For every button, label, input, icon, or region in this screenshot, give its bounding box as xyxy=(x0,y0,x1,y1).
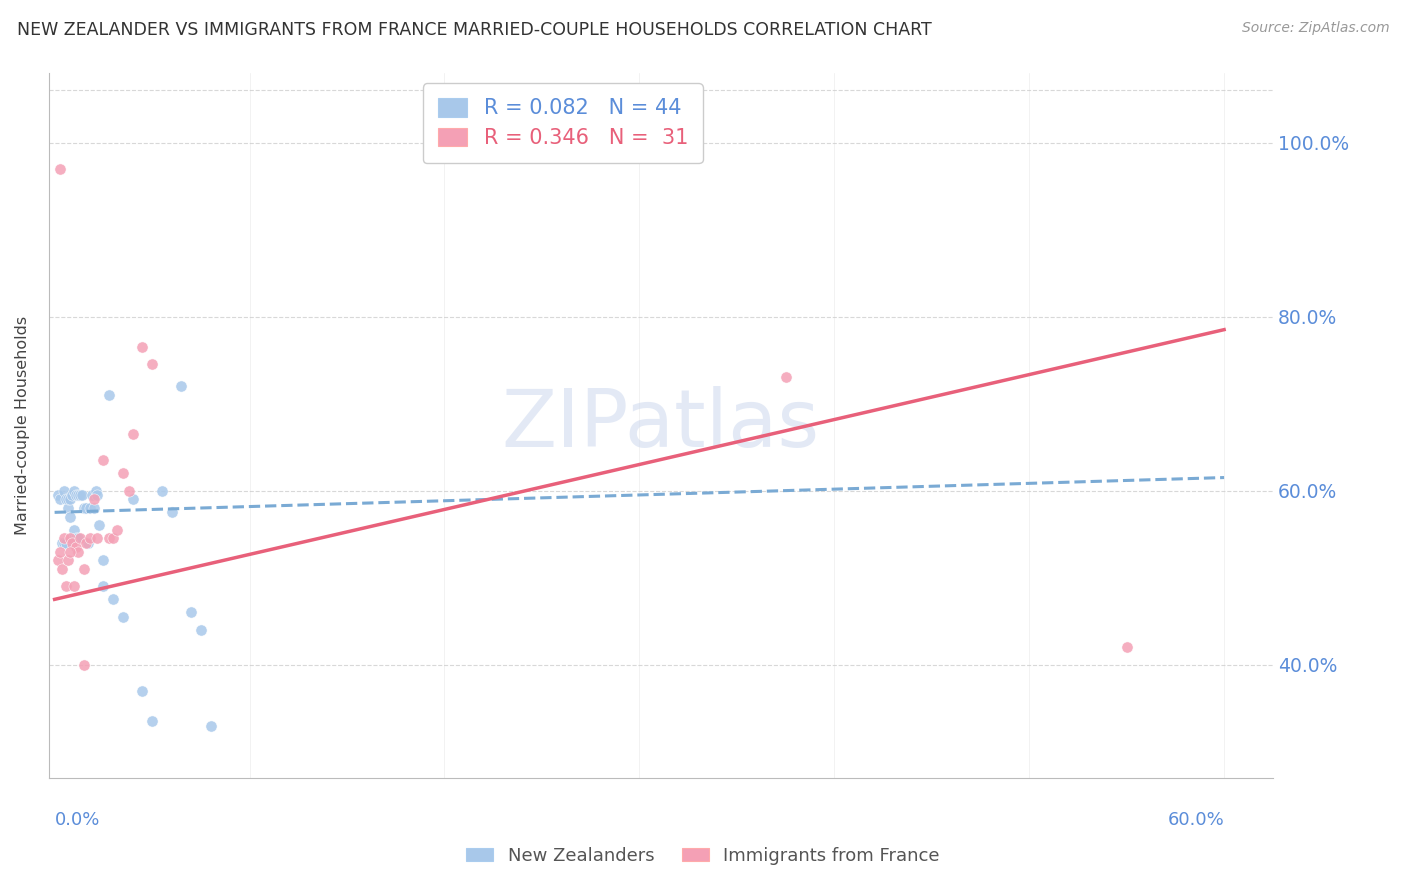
Text: ZIPatlas: ZIPatlas xyxy=(502,386,820,465)
Point xyxy=(75,501,97,516)
Point xyxy=(79,532,101,546)
Point xyxy=(73,562,96,576)
Point xyxy=(131,683,153,698)
Point xyxy=(83,501,105,516)
Point xyxy=(91,553,114,567)
Point xyxy=(86,532,108,546)
Point xyxy=(150,483,173,498)
Point xyxy=(60,536,83,550)
Legend: R = 0.082   N = 44, R = 0.346   N =  31: R = 0.082 N = 44, R = 0.346 N = 31 xyxy=(423,83,703,163)
Point xyxy=(1115,640,1137,655)
Point xyxy=(80,488,103,502)
Point xyxy=(200,718,222,732)
Point xyxy=(63,579,86,593)
Point xyxy=(170,379,193,393)
Point xyxy=(131,340,153,354)
Point xyxy=(48,553,70,567)
Text: NEW ZEALANDER VS IMMIGRANTS FROM FRANCE MARRIED-COUPLE HOUSEHOLDS CORRELATION CH: NEW ZEALANDER VS IMMIGRANTS FROM FRANCE … xyxy=(17,21,932,38)
Point xyxy=(60,532,83,546)
Text: 0.0%: 0.0% xyxy=(55,811,100,829)
Point xyxy=(49,161,72,176)
Point xyxy=(65,540,87,554)
Point xyxy=(73,501,96,516)
Point xyxy=(111,609,134,624)
Point xyxy=(84,483,107,498)
Point xyxy=(86,488,108,502)
Point xyxy=(66,488,89,502)
Point xyxy=(59,532,82,546)
Point xyxy=(121,492,143,507)
Point xyxy=(66,532,89,546)
Point xyxy=(101,532,124,546)
Point xyxy=(105,523,128,537)
Point xyxy=(48,488,70,502)
Text: Source: ZipAtlas.com: Source: ZipAtlas.com xyxy=(1241,21,1389,35)
Point xyxy=(69,488,91,502)
Point xyxy=(76,536,98,550)
Point xyxy=(141,714,163,728)
Point xyxy=(65,488,87,502)
Point xyxy=(91,453,114,467)
Point xyxy=(89,518,111,533)
Point xyxy=(55,536,77,550)
Point xyxy=(49,492,72,507)
Point xyxy=(63,483,86,498)
Point xyxy=(69,532,91,546)
Point xyxy=(58,501,80,516)
Point xyxy=(775,370,797,384)
Point xyxy=(180,606,202,620)
Point xyxy=(55,579,77,593)
Point xyxy=(49,544,72,558)
Point xyxy=(63,523,86,537)
Point xyxy=(118,483,141,498)
Point xyxy=(58,553,80,567)
Point xyxy=(60,488,83,502)
Point xyxy=(101,592,124,607)
Point xyxy=(98,532,121,546)
Point xyxy=(59,492,82,507)
Point xyxy=(53,532,76,546)
Point xyxy=(59,509,82,524)
Point xyxy=(73,657,96,672)
Point xyxy=(66,544,89,558)
Point xyxy=(141,358,163,372)
Point xyxy=(111,466,134,480)
Point xyxy=(51,536,73,550)
Point xyxy=(55,492,77,507)
Point xyxy=(70,488,93,502)
Legend: New Zealanders, Immigrants from France: New Zealanders, Immigrants from France xyxy=(460,840,946,872)
Y-axis label: Married-couple Households: Married-couple Households xyxy=(15,316,30,535)
Point xyxy=(91,579,114,593)
Point xyxy=(53,483,76,498)
Point xyxy=(58,492,80,507)
Point xyxy=(51,562,73,576)
Point xyxy=(98,388,121,402)
Point xyxy=(121,427,143,442)
Point xyxy=(53,536,76,550)
Point xyxy=(79,501,101,516)
Text: 60.0%: 60.0% xyxy=(1167,811,1225,829)
Point xyxy=(65,532,87,546)
Point xyxy=(59,544,82,558)
Point xyxy=(190,623,212,637)
Point xyxy=(83,492,105,507)
Point xyxy=(75,536,97,550)
Point xyxy=(160,505,183,519)
